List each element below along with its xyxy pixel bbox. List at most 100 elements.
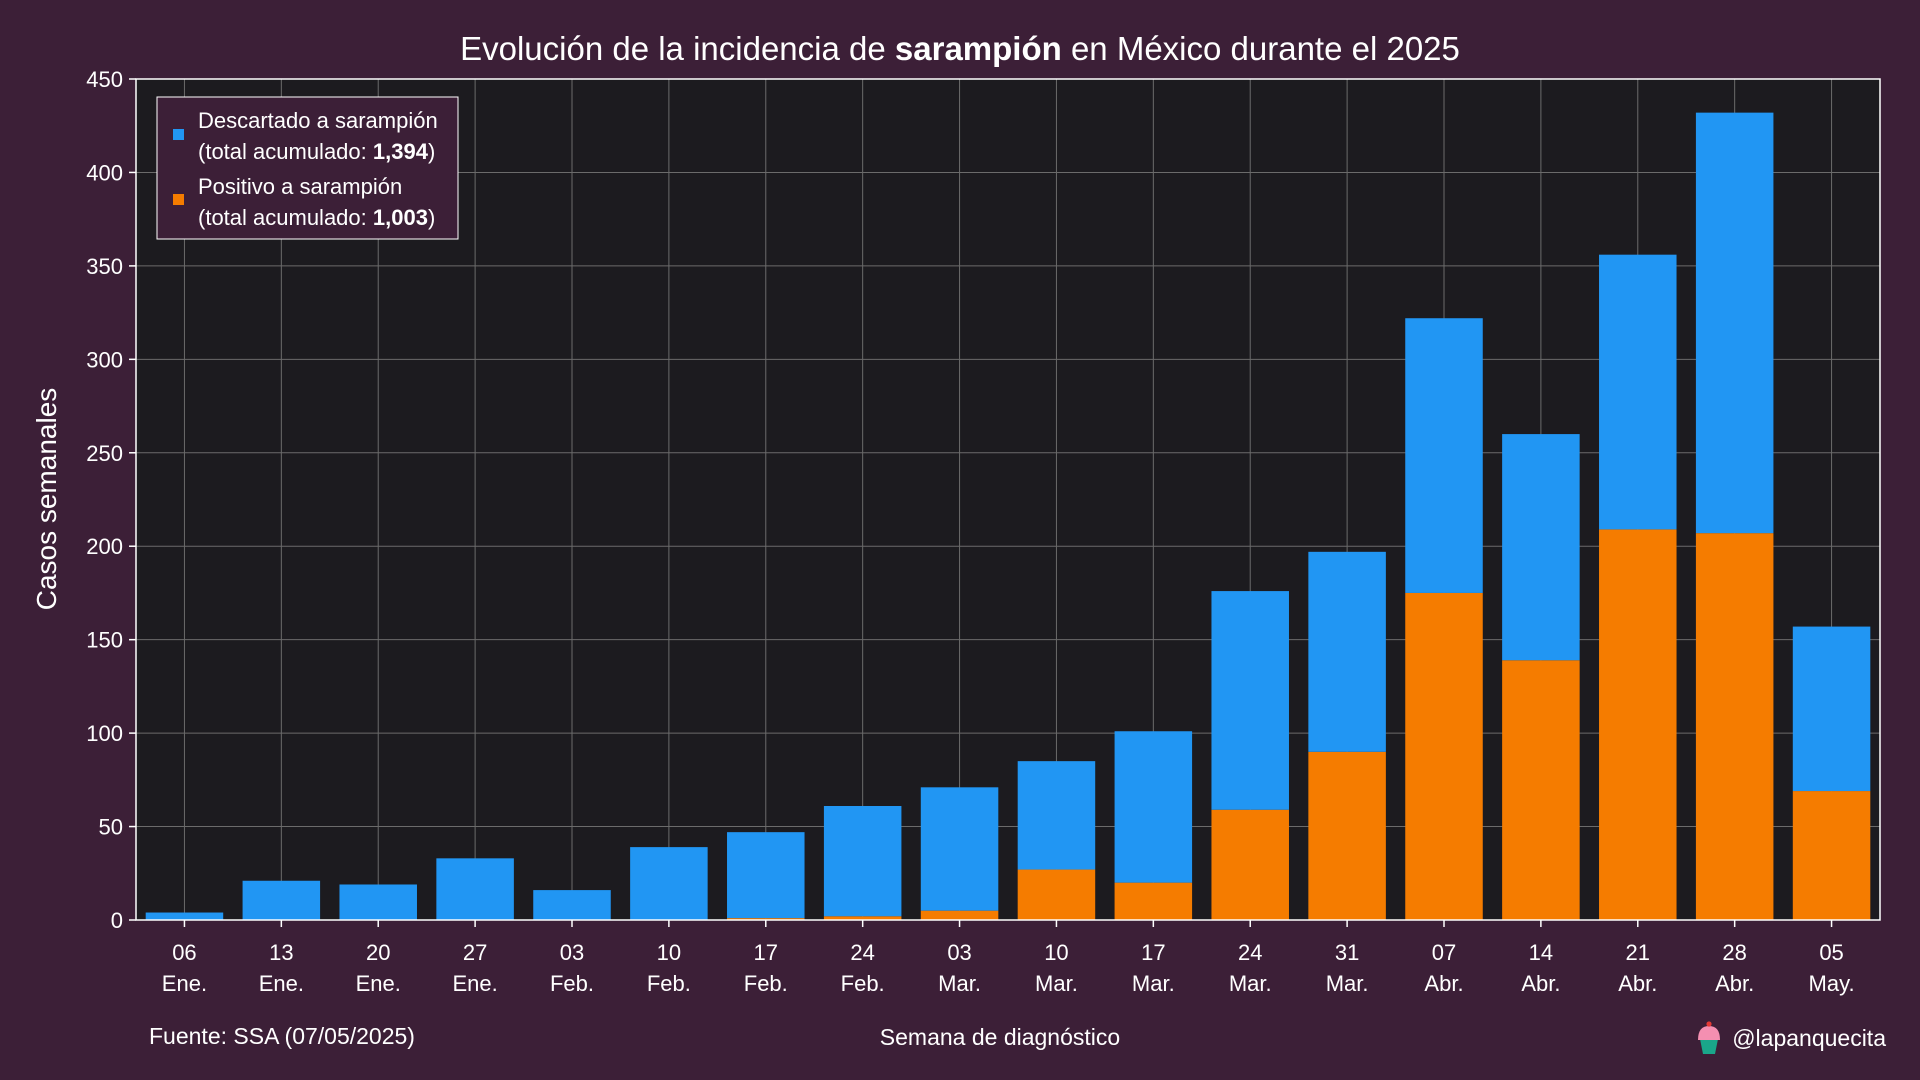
x-tick-label: 17 Feb. (744, 940, 788, 996)
x-tick-month: Ene. (356, 971, 401, 996)
chart-title-prefix: Evolución de la incidencia de (460, 30, 895, 67)
x-tick-label: 31 Mar. (1326, 940, 1369, 996)
y-axis-ticks: 0 50 100 150 200 250 300 350 400 450 (86, 67, 136, 933)
chart-title-emphasis: sarampión (895, 30, 1062, 67)
x-tick-month: Mar. (1326, 971, 1369, 996)
bar-descartado (1017, 761, 1096, 870)
x-tick-month: Feb. (647, 971, 691, 996)
x-tick-month: Abr. (1618, 971, 1657, 996)
x-tick-label: 17 Mar. (1132, 940, 1175, 996)
y-tick-label: 0 (111, 908, 123, 933)
bar-positivo (1405, 592, 1483, 920)
bar-descartado (339, 884, 417, 920)
y-tick-label: 150 (86, 628, 123, 653)
bar-positivo (1695, 533, 1774, 920)
y-tick-label: 300 (86, 347, 123, 372)
x-tick-label: 06 Ene. (162, 940, 207, 996)
bar-descartado (436, 858, 514, 920)
author-credit: @lapanquecita (1732, 1025, 1886, 1051)
x-tick-month: Feb. (841, 971, 885, 996)
y-tick-label: 50 (99, 815, 123, 840)
x-tick-day: 24 (850, 940, 874, 965)
bar-descartado (1211, 591, 1289, 810)
x-tick-day: 06 (172, 940, 196, 965)
x-tick-label: 10 Mar. (1035, 940, 1078, 996)
x-tick-month: Abr. (1521, 971, 1560, 996)
legend-total-descartado-suffix: ) (428, 139, 435, 164)
legend: Descartado a sarampión (total acumulado:… (156, 96, 459, 240)
x-tick-label: 21 Abr. (1618, 940, 1657, 996)
x-tick-day: 10 (657, 940, 681, 965)
x-tick-day: 13 (269, 940, 293, 965)
bar-positivo (823, 916, 902, 920)
bar-positivo (1114, 882, 1193, 920)
x-tick-label: 05 May. (1809, 940, 1855, 996)
bar-positivo (1502, 660, 1580, 920)
x-tick-month: Mar. (938, 971, 981, 996)
bar-descartado (533, 890, 611, 920)
bar-descartado (1502, 434, 1580, 661)
chart-title-suffix: en México durante el 2025 (1062, 30, 1460, 67)
x-tick-label: 24 Mar. (1229, 940, 1272, 996)
legend-label-descartado: Descartado a sarampión (198, 108, 438, 133)
x-tick-day: 05 (1819, 940, 1843, 965)
legend-total-positivo-value: 1,003 (373, 205, 428, 230)
legend-total-positivo-suffix: ) (428, 205, 435, 230)
source-note: Fuente: SSA (07/05/2025) (149, 1023, 415, 1049)
legend-label-positivo: Positivo a sarampión (198, 174, 402, 199)
bar-descartado (145, 912, 224, 920)
bar-positivo (920, 910, 999, 920)
x-tick-day: 17 (754, 940, 778, 965)
bar-descartado (1405, 318, 1483, 593)
legend-label-descartado-text: Descartado a sarampión (198, 108, 438, 133)
chart-title: Evolución de la incidencia de sarampión … (460, 30, 1460, 67)
bar-positivo (1599, 529, 1677, 920)
x-tick-day: 10 (1044, 940, 1068, 965)
x-tick-label: 07 Abr. (1424, 940, 1463, 996)
x-tick-label: 13 Ene. (259, 940, 304, 996)
y-axis-label: Casos semanales (31, 388, 62, 611)
x-tick-label: 03 Mar. (938, 940, 981, 996)
x-tick-month: Ene. (452, 971, 497, 996)
x-tick-day: 03 (947, 940, 971, 965)
x-tick-day: 24 (1238, 940, 1262, 965)
bars (145, 112, 1871, 920)
x-tick-month: Ene. (162, 971, 207, 996)
x-tick-label: 03 Feb. (550, 940, 594, 996)
legend-total-descartado-prefix: (total acumulado: (198, 139, 373, 164)
legend-swatch-positivo (173, 194, 184, 205)
x-tick-day: 21 (1626, 940, 1650, 965)
bar-descartado (630, 847, 708, 920)
bar-descartado (920, 787, 999, 911)
x-tick-month: Feb. (744, 971, 788, 996)
x-tick-month: Mar. (1035, 971, 1078, 996)
bar-descartado (1114, 731, 1193, 883)
x-tick-day: 07 (1432, 940, 1456, 965)
x-tick-day: 27 (463, 940, 487, 965)
x-tick-label: 14 Abr. (1521, 940, 1560, 996)
x-tick-day: 20 (366, 940, 390, 965)
y-tick-label: 350 (86, 254, 123, 279)
bar-descartado (727, 832, 805, 919)
bar-positivo (727, 918, 805, 920)
legend-box (156, 96, 459, 240)
bar-descartado (1695, 112, 1774, 534)
bar-descartado (1308, 551, 1386, 752)
x-tick-label: 28 Abr. (1715, 940, 1754, 996)
bar-descartado (1792, 626, 1871, 792)
x-tick-month: Mar. (1132, 971, 1175, 996)
bar-descartado (1599, 254, 1677, 530)
bar-positivo (1792, 791, 1871, 920)
legend-swatch-descartado (173, 129, 184, 140)
legend-total-positivo-prefix: (total acumulado: (198, 205, 373, 230)
bar-positivo (1017, 869, 1096, 920)
x-tick-day: 03 (560, 940, 584, 965)
cupcake-icon (1698, 1021, 1720, 1054)
x-tick-month: Ene. (259, 971, 304, 996)
legend-total-positivo: (total acumulado: 1,003) (198, 205, 435, 230)
x-tick-label: 10 Feb. (647, 940, 691, 996)
bar-descartado (242, 880, 321, 920)
bar-positivo (1308, 751, 1386, 920)
